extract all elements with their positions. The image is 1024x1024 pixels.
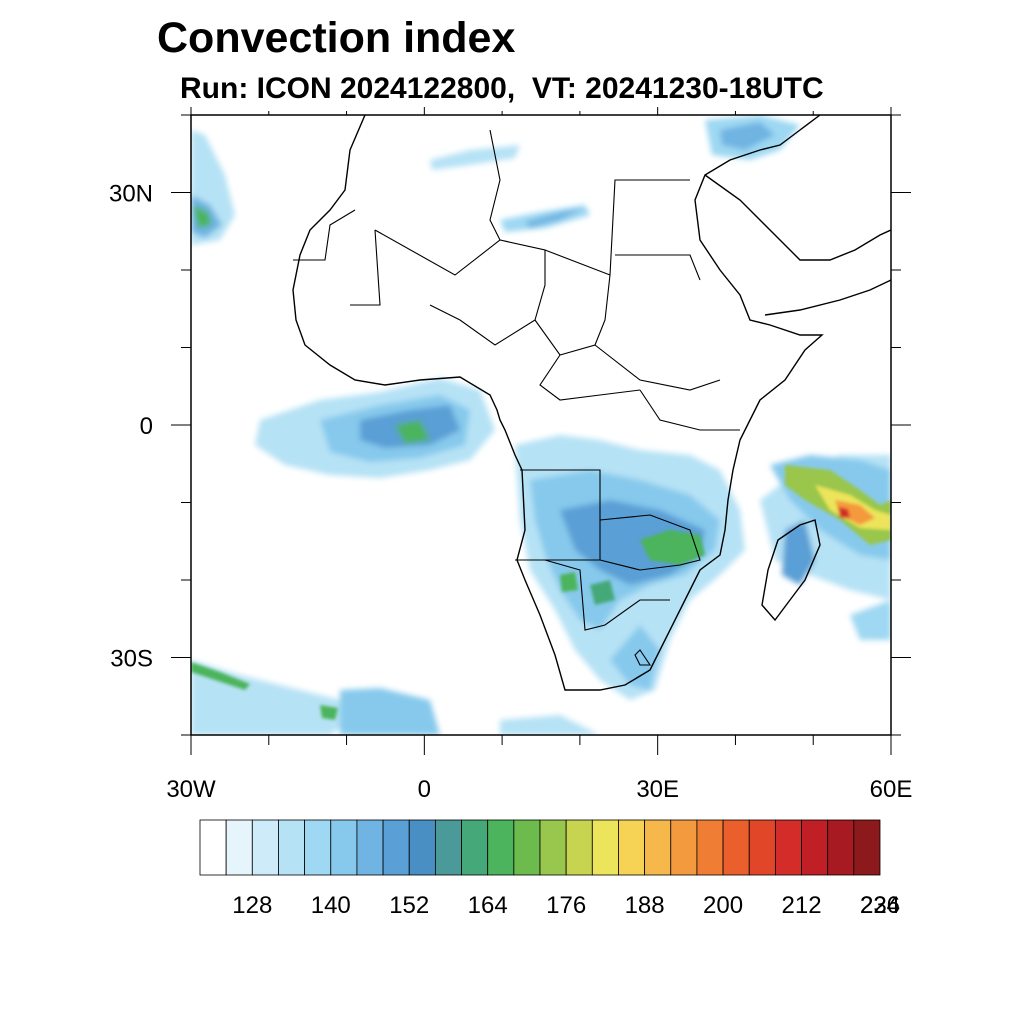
colorbar-label: 176 bbox=[546, 892, 586, 919]
colorbar-label: 152 bbox=[389, 892, 429, 919]
colorbar-label: 200 bbox=[703, 892, 743, 919]
colorbar-swatch bbox=[748, 819, 776, 876]
colorbar-swatch bbox=[434, 819, 462, 876]
colorbar-label: 164 bbox=[468, 892, 508, 919]
colorbar-swatch bbox=[408, 819, 436, 876]
lat-tick-label: 30S bbox=[110, 646, 153, 673]
colorbar-label: 224 bbox=[860, 892, 900, 919]
map-subtitle: Run: ICON 2024122800, VT: 20241230-18UTC bbox=[180, 72, 824, 105]
colorbar-swatch bbox=[801, 819, 829, 876]
colorbar-label: 140 bbox=[311, 892, 351, 919]
colorbar-swatch bbox=[853, 819, 881, 876]
lon-tick-label: 60E bbox=[870, 776, 913, 803]
colorbar-swatch bbox=[513, 819, 541, 876]
map-axes: 30W 0 30E 60E 30N 0 30S bbox=[109, 107, 912, 803]
coastlines bbox=[292, 115, 891, 691]
colorbar-label: 212 bbox=[782, 892, 822, 919]
colorbar-swatch bbox=[618, 819, 646, 876]
colorbar-swatch bbox=[304, 819, 332, 876]
lon-tick-label: 30W bbox=[166, 776, 216, 803]
colorbar-swatch bbox=[278, 819, 306, 876]
colorbar-swatch bbox=[722, 819, 750, 876]
colorbar-label: 236 bbox=[860, 892, 900, 919]
colorbar-swatch bbox=[539, 819, 567, 876]
colorbar-swatch bbox=[644, 819, 672, 876]
colorbar-swatch bbox=[591, 819, 619, 876]
colorbar-swatch bbox=[827, 819, 855, 876]
colorbar-swatch bbox=[330, 819, 358, 876]
colorbar-swatch bbox=[670, 819, 698, 876]
colorbar-swatch bbox=[461, 819, 489, 876]
colorbar-swatch bbox=[774, 819, 802, 876]
lat-tick-label: 0 bbox=[140, 413, 153, 440]
colorbar-label: 128 bbox=[232, 892, 272, 919]
colorbar-swatch bbox=[487, 819, 515, 876]
country-borders bbox=[293, 129, 740, 666]
colorbar-swatch bbox=[251, 819, 279, 876]
lon-tick-label: 30E bbox=[636, 776, 679, 803]
colorbar-label: 188 bbox=[625, 892, 665, 919]
colorbar-swatch bbox=[382, 819, 410, 876]
colorbar-swatch bbox=[225, 819, 253, 876]
convection-field bbox=[191, 115, 891, 735]
lat-tick-label: 30N bbox=[109, 181, 153, 208]
colorbar-swatch bbox=[356, 819, 384, 876]
colorbar-swatch bbox=[696, 819, 724, 876]
map-title: Convection index bbox=[157, 14, 516, 62]
lon-tick-label: 0 bbox=[418, 776, 431, 803]
colorbar-swatch bbox=[565, 819, 593, 876]
colorbar-swatch bbox=[199, 819, 227, 876]
